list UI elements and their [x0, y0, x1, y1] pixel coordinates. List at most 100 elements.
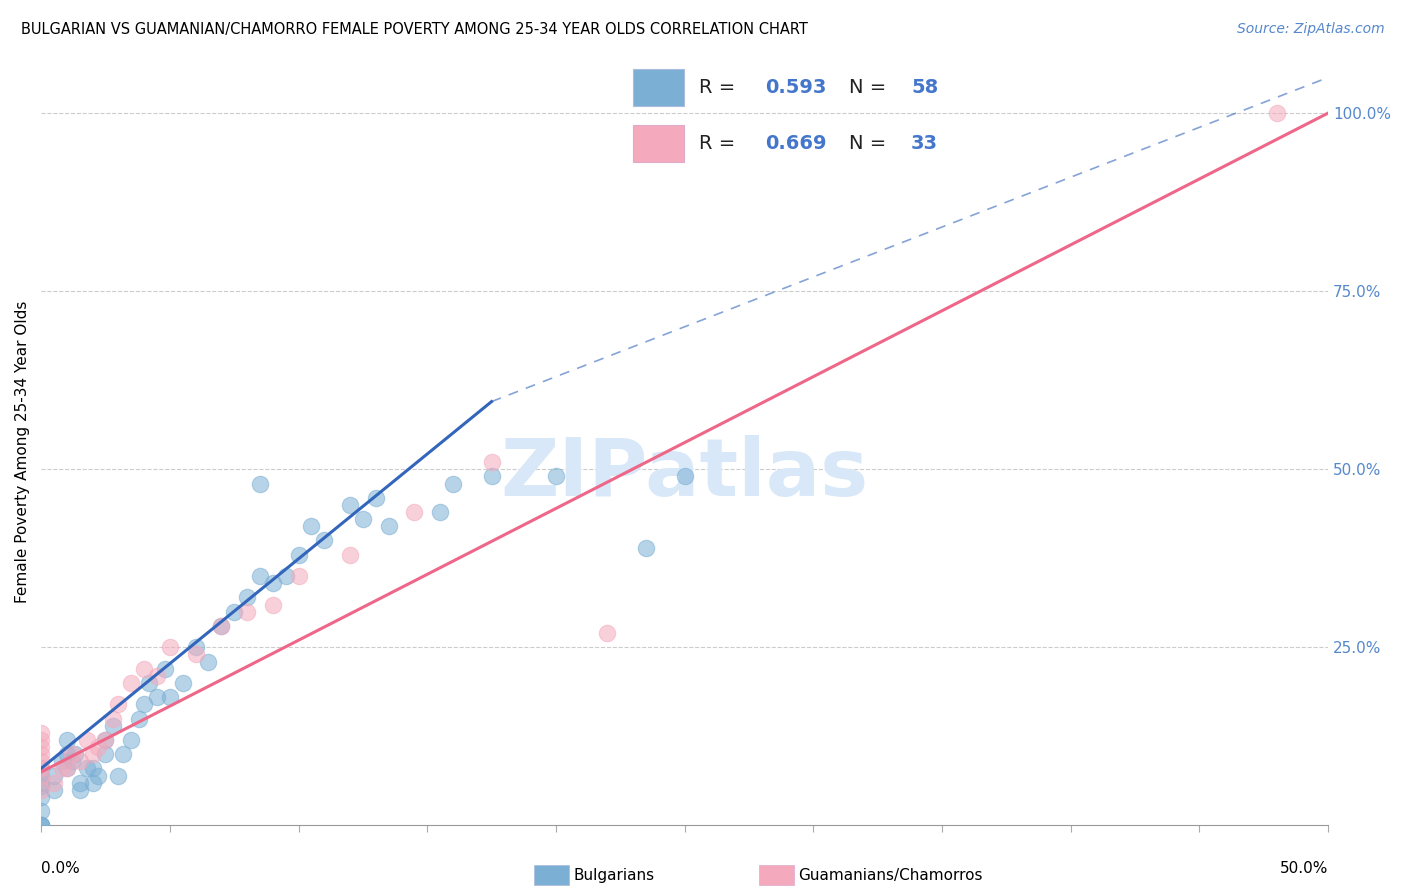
Point [209, 619, 232, 633]
Text: BULGARIAN VS GUAMANIAN/CHAMORRO FEMALE POVERTY AMONG 25-34 YEAR OLDS CORRELATION: BULGARIAN VS GUAMANIAN/CHAMORRO FEMALE P… [21, 22, 808, 37]
Point [287, 548, 309, 562]
Point [30, 779, 52, 793]
Point [404, 505, 426, 519]
Point [56, 747, 79, 762]
Point [236, 605, 259, 619]
Point [262, 598, 284, 612]
Text: Bulgarians: Bulgarians [574, 869, 655, 883]
Point [30, 762, 52, 776]
Point [107, 698, 129, 712]
Point [42, 782, 65, 797]
Point [56, 762, 79, 776]
Point [224, 605, 246, 619]
Point [30, 762, 52, 776]
Point [69, 755, 91, 769]
Point [51, 762, 73, 776]
Point [299, 519, 322, 533]
Point [128, 712, 150, 726]
Text: 0.669: 0.669 [765, 134, 827, 153]
Point [30, 755, 52, 769]
Point [132, 698, 155, 712]
Text: 0.0%: 0.0% [41, 861, 80, 876]
Point [339, 548, 361, 562]
Point [377, 519, 399, 533]
Point [87, 740, 110, 755]
Point [159, 640, 181, 655]
Point [30, 804, 52, 818]
Point [441, 476, 464, 491]
Point [30, 818, 52, 832]
Point [60, 755, 83, 769]
Point [60, 747, 83, 762]
Point [30, 818, 52, 832]
Point [209, 619, 232, 633]
Point [56, 762, 79, 776]
Point [236, 591, 259, 605]
Point [94, 733, 117, 747]
Point [249, 476, 271, 491]
Point [69, 775, 91, 789]
Point [364, 491, 387, 505]
Point [76, 762, 98, 776]
Text: N =: N = [849, 134, 893, 153]
Point [287, 569, 309, 583]
Text: Guamanians/Chamorros: Guamanians/Chamorros [799, 869, 983, 883]
Point [103, 712, 125, 726]
Text: N =: N = [849, 78, 893, 96]
Point [30, 782, 52, 797]
Point [94, 747, 117, 762]
Point [69, 782, 91, 797]
Point [146, 690, 169, 705]
Point [352, 512, 374, 526]
Point [274, 569, 297, 583]
Point [481, 455, 503, 469]
Point [30, 740, 52, 755]
Point [42, 775, 65, 789]
Point [30, 775, 52, 789]
Text: Source: ZipAtlas.com: Source: ZipAtlas.com [1237, 22, 1385, 37]
Y-axis label: Female Poverty Among 25-34 Year Olds: Female Poverty Among 25-34 Year Olds [15, 301, 30, 603]
Point [107, 768, 129, 782]
Point [63, 747, 86, 762]
Point [138, 676, 160, 690]
Point [544, 469, 567, 483]
Point [184, 648, 207, 662]
Point [172, 676, 194, 690]
Bar [633, 69, 685, 106]
Point [132, 662, 155, 676]
Text: 58: 58 [911, 78, 938, 96]
Point [153, 662, 176, 676]
Point [103, 719, 125, 733]
Point [30, 768, 52, 782]
Text: ZIPatlas: ZIPatlas [501, 435, 869, 513]
Text: R =: R = [699, 78, 741, 96]
Point [42, 768, 65, 782]
Point [30, 726, 52, 740]
Point [120, 733, 142, 747]
Point [197, 655, 219, 669]
Point [314, 533, 336, 548]
Point [112, 747, 135, 762]
Point [94, 733, 117, 747]
Point [429, 505, 451, 519]
Bar [633, 125, 685, 162]
Point [76, 733, 98, 747]
Point [184, 640, 207, 655]
Point [673, 469, 696, 483]
Point [1265, 106, 1288, 120]
Point [56, 733, 79, 747]
Point [249, 569, 271, 583]
Point [634, 541, 657, 555]
Point [51, 755, 73, 769]
Text: 0.593: 0.593 [765, 78, 827, 96]
Point [481, 469, 503, 483]
Point [30, 768, 52, 782]
Point [30, 747, 52, 762]
Point [30, 733, 52, 747]
Point [596, 626, 619, 640]
Point [30, 789, 52, 804]
Point [82, 762, 104, 776]
Point [87, 768, 110, 782]
Point [82, 775, 104, 789]
Point [339, 498, 361, 512]
